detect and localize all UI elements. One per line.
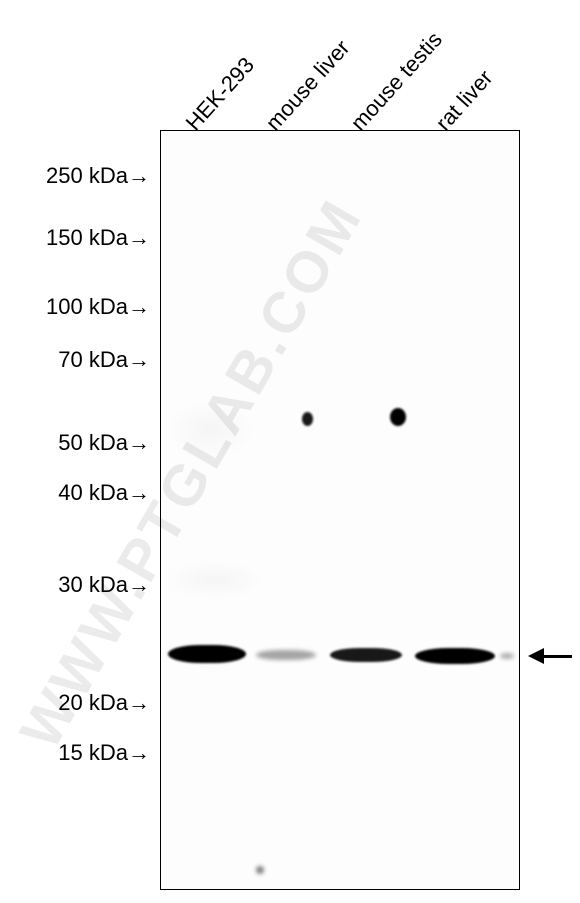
- mw-label: 250 kDa→: [46, 163, 150, 189]
- mw-label: 20 kDa→: [58, 690, 150, 716]
- artifact-dot: [256, 866, 264, 874]
- arrow-head-icon: [528, 648, 544, 664]
- protein-band: [330, 648, 402, 662]
- subtle-shadow: [165, 400, 255, 460]
- protein-band: [500, 653, 514, 659]
- arrow-shaft: [544, 655, 572, 658]
- mw-label: 50 kDa→: [58, 430, 150, 456]
- mw-label: 30 kDa→: [58, 572, 150, 598]
- mw-label: 150 kDa→: [46, 225, 150, 251]
- blot-membrane: [160, 130, 520, 890]
- lane-label: rat liver: [431, 65, 499, 136]
- mw-label: 100 kDa→: [46, 294, 150, 320]
- mw-label: 40 kDa→: [58, 480, 150, 506]
- lane-label: HEK-293: [181, 52, 260, 136]
- western-blot-figure: HEK-293mouse livermouse testisrat liver …: [0, 0, 580, 903]
- protein-band: [256, 650, 316, 660]
- protein-band: [168, 645, 246, 663]
- band-indicator-arrow: [528, 648, 572, 664]
- artifact-dot: [390, 408, 406, 426]
- artifact-dot: [302, 412, 313, 426]
- mw-label: 70 kDa→: [58, 347, 150, 373]
- lane-label: mouse liver: [261, 35, 356, 136]
- protein-band: [415, 648, 495, 664]
- mw-label: 15 kDa→: [58, 740, 150, 766]
- subtle-shadow: [165, 560, 265, 600]
